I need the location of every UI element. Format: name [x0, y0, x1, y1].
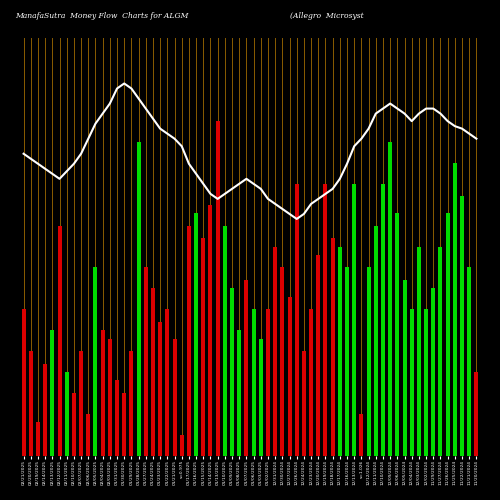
Bar — [446, 213, 450, 456]
Bar — [166, 310, 170, 456]
Bar — [330, 238, 334, 456]
Bar — [122, 393, 126, 456]
Bar — [100, 330, 104, 456]
Bar — [453, 163, 457, 456]
Text: (Allegro  Microsyst: (Allegro Microsyst — [290, 12, 364, 20]
Bar — [230, 288, 234, 456]
Bar — [432, 288, 436, 456]
Bar — [259, 338, 263, 456]
Bar — [208, 204, 212, 456]
Bar — [338, 246, 342, 456]
Bar — [360, 414, 364, 456]
Bar — [467, 268, 471, 456]
Bar — [223, 226, 227, 456]
Bar — [402, 280, 406, 456]
Bar — [158, 322, 162, 456]
Bar — [43, 364, 47, 456]
Bar — [302, 351, 306, 456]
Bar — [474, 372, 478, 456]
Bar — [86, 414, 90, 456]
Bar — [22, 310, 26, 456]
Bar — [202, 238, 205, 456]
Bar — [136, 142, 140, 456]
Bar — [244, 280, 248, 456]
Bar — [294, 184, 298, 456]
Bar — [396, 213, 400, 456]
Bar — [381, 184, 385, 456]
Bar — [237, 330, 241, 456]
Bar — [151, 288, 155, 456]
Bar — [266, 310, 270, 456]
Bar — [273, 246, 277, 456]
Bar — [194, 213, 198, 456]
Bar — [216, 121, 220, 456]
Bar — [252, 310, 256, 456]
Bar — [58, 226, 62, 456]
Bar — [130, 351, 134, 456]
Bar — [108, 338, 112, 456]
Bar — [460, 196, 464, 456]
Bar — [316, 255, 320, 456]
Bar — [72, 393, 76, 456]
Bar — [280, 268, 284, 456]
Bar — [50, 330, 54, 456]
Bar — [115, 380, 119, 456]
Text: ManafaSutra  Money Flow  Charts for ALGM: ManafaSutra Money Flow Charts for ALGM — [15, 12, 188, 20]
Bar — [29, 351, 33, 456]
Bar — [36, 422, 40, 456]
Bar — [388, 142, 392, 456]
Bar — [366, 268, 370, 456]
Bar — [79, 351, 83, 456]
Bar — [410, 310, 414, 456]
Bar — [324, 184, 328, 456]
Bar — [288, 296, 292, 456]
Bar — [438, 246, 442, 456]
Bar — [180, 434, 184, 456]
Bar — [374, 226, 378, 456]
Bar — [144, 268, 148, 456]
Bar — [417, 246, 421, 456]
Bar — [172, 338, 176, 456]
Bar — [187, 226, 191, 456]
Bar — [352, 184, 356, 456]
Bar — [309, 310, 313, 456]
Bar — [424, 310, 428, 456]
Bar — [345, 268, 349, 456]
Bar — [94, 268, 98, 456]
Bar — [64, 372, 68, 456]
